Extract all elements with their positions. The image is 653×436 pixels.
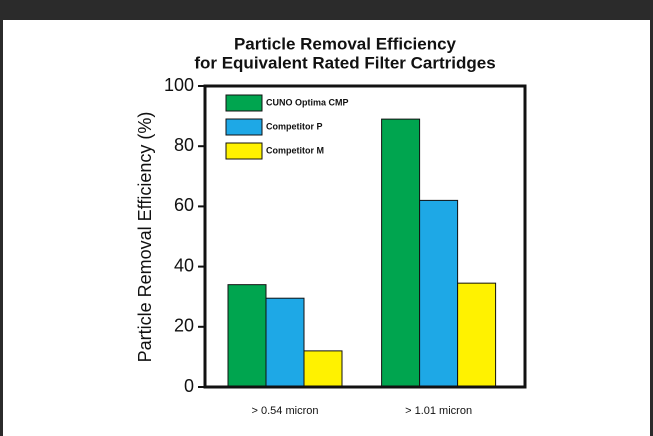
bar	[227, 284, 267, 388]
x-tick-label: > 0.54 micron	[252, 405, 319, 417]
y-tick-label: 80	[174, 135, 194, 155]
y-tick-label: 0	[184, 376, 194, 396]
bar	[381, 118, 421, 388]
legend-swatch	[225, 94, 263, 112]
chart-title: Particle Removal Efficiency	[234, 34, 457, 53]
y-tick-label: 100	[164, 75, 194, 95]
legend-label: CUNO Optima CMP	[266, 97, 349, 107]
chart-title: for Equivalent Rated Filter Cartridges	[194, 53, 495, 72]
x-tick-label: > 1.01 micron	[405, 405, 472, 417]
legend-swatch	[225, 118, 263, 136]
legend-label: Competitor P	[266, 121, 323, 131]
bar	[457, 282, 497, 388]
legend-swatch	[225, 142, 263, 160]
bar	[419, 199, 459, 388]
legend-label: Competitor M	[266, 145, 324, 155]
bar	[265, 297, 305, 388]
plot-frame	[203, 84, 527, 389]
y-axis-label: Particle Removal Efficiency (%)	[135, 112, 155, 363]
y-tick-label: 40	[174, 255, 194, 275]
bar	[303, 350, 343, 388]
y-tick-label: 60	[174, 195, 194, 215]
y-tick-label: 20	[174, 316, 194, 336]
frame	[0, 8, 653, 436]
